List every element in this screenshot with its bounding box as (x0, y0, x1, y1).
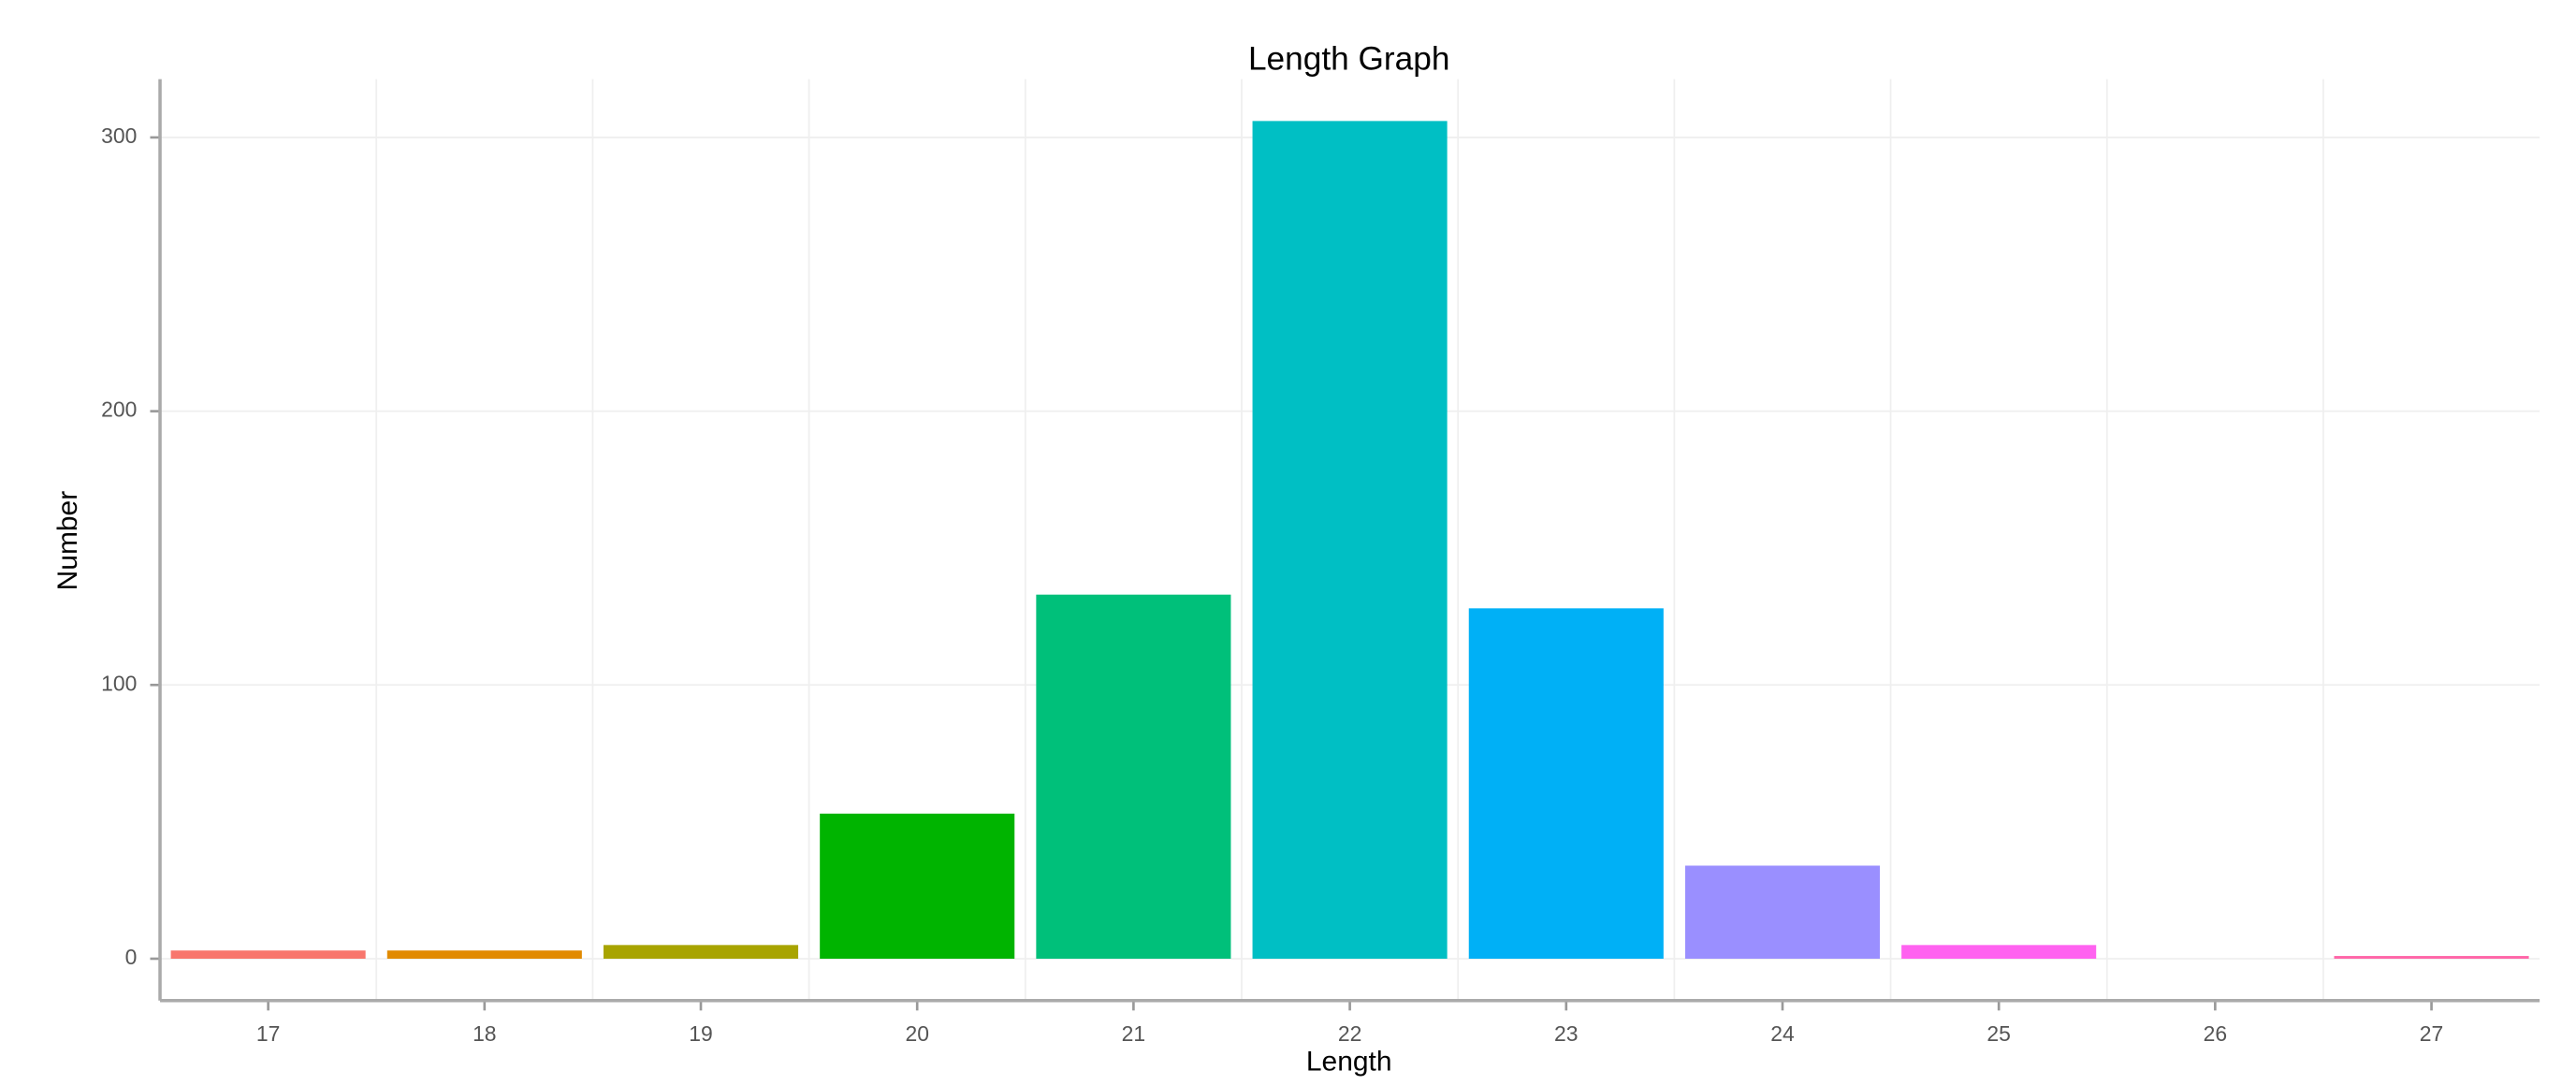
x-tick-label: 26 (2204, 1021, 2227, 1046)
y-tick-label: 100 (101, 671, 137, 695)
y-axis-label: Number (52, 491, 83, 591)
x-tick-label: 18 (473, 1021, 496, 1046)
bar (1036, 594, 1231, 959)
x-tick-label: 25 (1987, 1021, 2010, 1046)
bar (2334, 956, 2529, 959)
x-tick-label: 19 (689, 1021, 712, 1046)
x-tick-label: 27 (2420, 1021, 2443, 1046)
x-tick-label: 22 (1338, 1021, 1361, 1046)
x-tick-label: 20 (905, 1021, 928, 1046)
bar (820, 813, 1015, 959)
x-axis-label: Length (1306, 1047, 1392, 1078)
bar (1468, 608, 1664, 959)
x-tick-label: 23 (1554, 1021, 1578, 1046)
x-tick-label: 21 (1122, 1021, 1145, 1046)
bar (1684, 865, 1881, 959)
bar (603, 945, 799, 959)
bar (170, 950, 366, 959)
x-tick-label: 17 (256, 1021, 280, 1046)
y-tick-label: 0 (125, 945, 138, 969)
bar (1252, 121, 1448, 959)
chart-title: Length Graph (1248, 41, 1449, 78)
bar (386, 950, 582, 959)
y-tick-label: 200 (101, 398, 137, 422)
bar (1901, 945, 2097, 959)
x-tick-label: 24 (1770, 1021, 1795, 1046)
y-tick-label: 300 (101, 123, 137, 148)
